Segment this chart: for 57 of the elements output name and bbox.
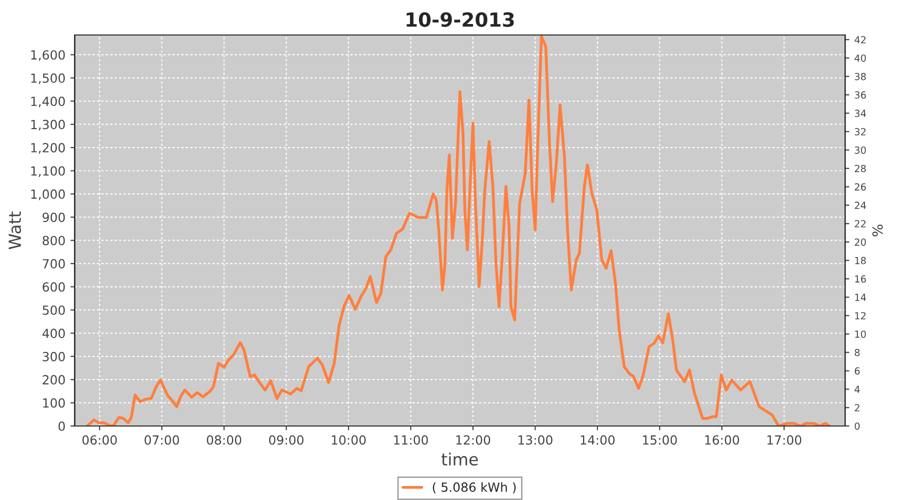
y2-tick-label: 10: [855, 330, 866, 338]
x-tick-label: 13:00: [518, 435, 552, 445]
x-tick-label: 11:00: [394, 435, 428, 445]
y-tick-label: 1,200: [31, 143, 65, 154]
y-tick-label: 400: [42, 328, 65, 338]
y2-tick-label: 22: [854, 220, 866, 228]
y2-tick-label: 28: [854, 164, 866, 172]
y2-tick-label: 26: [854, 183, 866, 191]
x-tick-label: 10:00: [332, 435, 366, 445]
y-tick-label: 1,100: [31, 166, 65, 177]
y-tick-label: 700: [42, 259, 65, 268]
y2-tick-label: 40: [854, 54, 866, 62]
y2-tick-label: 30: [854, 146, 866, 154]
y-tick-label: 800: [42, 236, 65, 246]
y2-tick-label: 14: [855, 294, 866, 301]
y2-tick-label: 36: [854, 91, 866, 99]
y-tick-label: 500: [42, 305, 65, 315]
y2-tick-label: 24: [854, 202, 866, 209]
y-axis-title: Watt: [8, 212, 22, 250]
y2-tick-label: 12: [855, 312, 866, 320]
y2-tick-label: 18: [855, 256, 866, 264]
x-tick-label: 15:00: [643, 435, 677, 445]
y-tick-label: 1,600: [31, 50, 65, 61]
x-tick-label: 09:00: [269, 435, 304, 445]
y-tick-label: 1,500: [31, 73, 65, 84]
y-tick-label: 0: [58, 421, 65, 431]
y-tick-label: 1,400: [31, 96, 65, 108]
line-series: [86, 35, 831, 426]
y-tick-label: 100: [43, 398, 65, 408]
x-tick-label: 17:00: [767, 435, 802, 445]
y2-tick-label: 32: [854, 128, 866, 136]
x-tick-label: 16:00: [705, 435, 740, 445]
y2-axis-title: %: [872, 224, 883, 236]
y2-tick-label: 8: [854, 348, 860, 356]
x-tick-label: 08:00: [206, 435, 242, 445]
y2-tick-label: 2: [854, 404, 860, 412]
y2-tick-label: 0: [854, 422, 860, 430]
y-tick-label: 1,000: [31, 189, 65, 200]
y2-tick-label: 4: [854, 386, 860, 393]
x-tick-label: 14:00: [580, 435, 615, 445]
legend-label: ( 5.086 kWh ): [432, 482, 516, 494]
y-tick-label: 1,300: [31, 120, 65, 131]
chart-title: 10-9-2013: [406, 12, 514, 27]
y-tick-label: 900: [42, 212, 65, 222]
x-tick-label: 07:00: [144, 435, 180, 445]
y2-tick-label: 34: [854, 110, 866, 118]
y2-tick-label: 38: [854, 72, 866, 80]
y2-tick-label: 6: [854, 367, 860, 375]
y2-tick-label: 16: [855, 275, 866, 283]
y-tick-label: 600: [42, 282, 65, 292]
x-tick-label: 06:00: [82, 435, 117, 445]
y-tick-label: 200: [42, 375, 65, 385]
x-axis-title: time: [442, 452, 478, 466]
y2-tick-label: 20: [854, 238, 866, 246]
y2-tick-label: 42: [854, 36, 866, 44]
y-tick-label: 300: [42, 352, 65, 362]
x-tick-label: 12:00: [456, 435, 490, 445]
